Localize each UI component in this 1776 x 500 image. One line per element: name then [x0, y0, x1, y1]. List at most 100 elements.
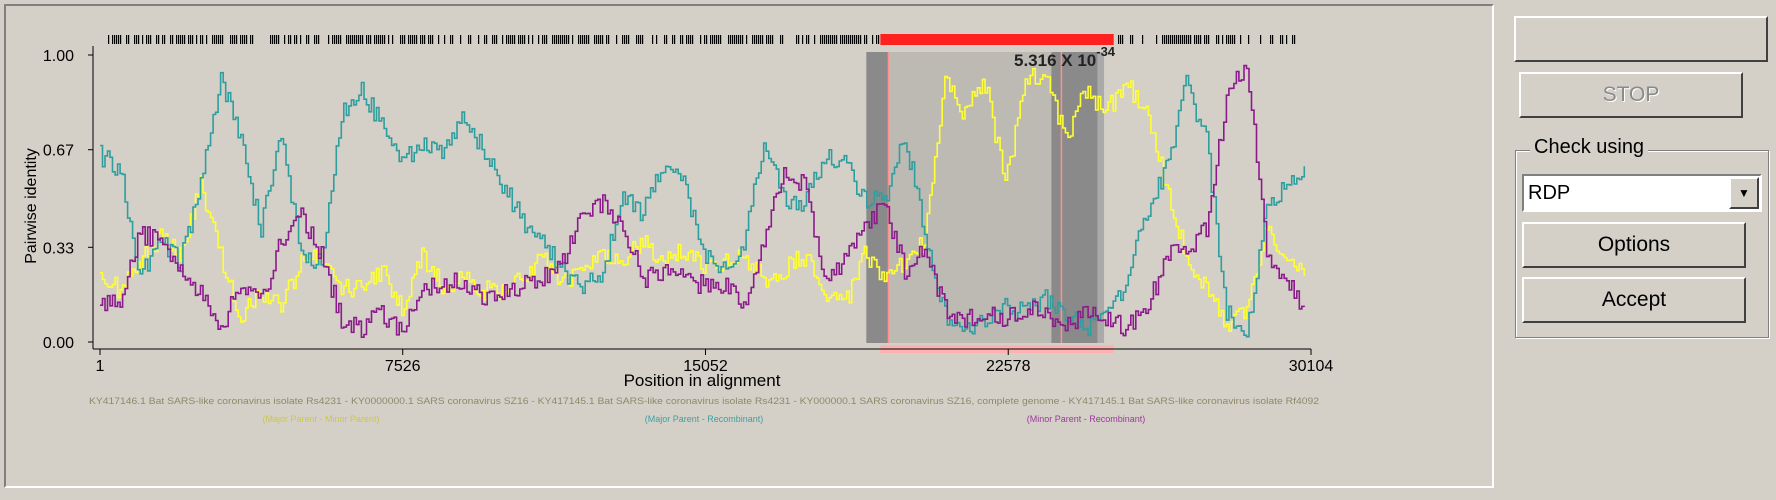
site-tick: [688, 35, 690, 44]
chevron-down-icon[interactable]: ▼: [1729, 177, 1759, 209]
site-tick: [640, 35, 642, 44]
site-tick: [402, 35, 404, 44]
site-tick: [704, 35, 706, 44]
site-tick: [600, 35, 602, 44]
site-tick: [1176, 35, 1178, 44]
site-tick: [848, 35, 850, 44]
site-tick: [508, 35, 510, 44]
site-tick: [486, 35, 488, 44]
method-select[interactable]: RDP ▼: [1522, 174, 1762, 212]
site-tick: [796, 35, 798, 44]
site-tick: [288, 35, 290, 44]
site-tick: [798, 35, 800, 44]
site-tick: [578, 35, 580, 44]
recombination-plot-panel[interactable]: 1.00 0.67 0.33 0.00 1 7526 15052 22578 30104 Pa…: [4, 4, 1494, 488]
site-tick: [358, 35, 360, 44]
site-tick: [1142, 35, 1144, 44]
pairwise-identity-chart[interactable]: 1.00 0.67 0.33 0.00 1 7526 15052 22578 30104 Pa…: [6, 6, 1496, 490]
site-tick: [328, 35, 330, 44]
site-tick: [120, 35, 122, 44]
site-tick: [606, 35, 608, 44]
site-tick: [352, 35, 354, 44]
site-marker-strip: [108, 35, 1296, 44]
site-tick: [332, 35, 334, 44]
site-tick: [432, 35, 434, 44]
site-tick: [192, 35, 194, 44]
x-tick-label: 15052: [683, 358, 728, 375]
site-tick: [712, 35, 714, 44]
accept-button[interactable]: Accept: [1522, 277, 1746, 323]
site-tick: [172, 35, 174, 44]
site-tick: [692, 35, 694, 44]
site-tick: [502, 35, 504, 44]
site-tick: [1166, 35, 1168, 44]
site-tick: [388, 35, 390, 44]
site-tick: [306, 35, 308, 44]
series-line-1: [100, 67, 1306, 332]
site-tick: [1190, 35, 1192, 44]
site-tick: [218, 35, 220, 44]
site-tick: [134, 35, 136, 44]
x-tick-label: 7526: [385, 358, 421, 375]
site-tick: [546, 35, 548, 44]
site-tick: [596, 35, 598, 44]
site-tick: [836, 35, 838, 44]
site-tick: [1234, 35, 1236, 44]
region-right-fade: [1097, 52, 1105, 343]
options-button[interactable]: Options: [1522, 222, 1746, 268]
y-tick-label: 0.33: [43, 240, 74, 257]
site-tick: [244, 35, 246, 44]
pair-label-major-minor: (Major Parent - Minor Parent): [262, 414, 379, 424]
site-tick: [580, 35, 582, 44]
site-tick: [1196, 35, 1198, 44]
site-tick: [1174, 35, 1176, 44]
site-tick: [408, 35, 410, 44]
site-tick: [410, 35, 412, 44]
site-tick: [300, 35, 302, 44]
stop-button[interactable]: STOP: [1519, 72, 1743, 118]
site-tick: [572, 35, 574, 44]
sequence-legend: KY417146.1 Bat SARS-like coronavirus iso…: [89, 396, 1319, 406]
site-tick: [714, 35, 716, 44]
site-tick: [470, 35, 472, 44]
site-tick: [564, 35, 566, 44]
site-tick: [378, 35, 380, 44]
site-tick: [656, 35, 658, 44]
site-tick: [732, 35, 734, 44]
site-tick: [212, 35, 214, 44]
site-tick: [316, 35, 318, 44]
site-tick: [566, 35, 568, 44]
site-tick: [200, 35, 202, 44]
site-tick: [184, 35, 186, 44]
site-tick: [484, 35, 486, 44]
site-tick: [308, 35, 310, 44]
site-tick: [860, 35, 862, 44]
p-value-exponent: -34: [1096, 44, 1116, 59]
site-tick: [1122, 35, 1124, 44]
top-blank-button[interactable]: [1514, 16, 1768, 62]
site-tick: [492, 35, 494, 44]
site-tick: [246, 35, 248, 44]
site-tick: [514, 35, 516, 44]
site-tick: [188, 35, 190, 44]
site-tick: [404, 35, 406, 44]
site-tick: [628, 35, 630, 44]
pair-label-minor-recombinant: (Minor Parent - Recombinant): [1027, 414, 1146, 424]
site-tick: [384, 35, 386, 44]
site-tick: [830, 35, 832, 44]
site-tick: [108, 35, 110, 44]
site-tick: [636, 35, 638, 44]
site-tick: [296, 35, 298, 44]
site-tick: [826, 35, 828, 44]
site-tick: [1172, 35, 1174, 44]
site-tick: [334, 35, 336, 44]
site-tick: [1170, 35, 1172, 44]
site-tick: [452, 35, 454, 44]
site-tick: [230, 35, 232, 44]
recombination-region-highlight[interactable]: [866, 52, 1105, 343]
site-tick: [1222, 35, 1224, 44]
site-tick: [176, 35, 178, 44]
site-tick: [156, 35, 158, 44]
site-tick: [128, 35, 130, 44]
site-tick: [858, 35, 860, 44]
